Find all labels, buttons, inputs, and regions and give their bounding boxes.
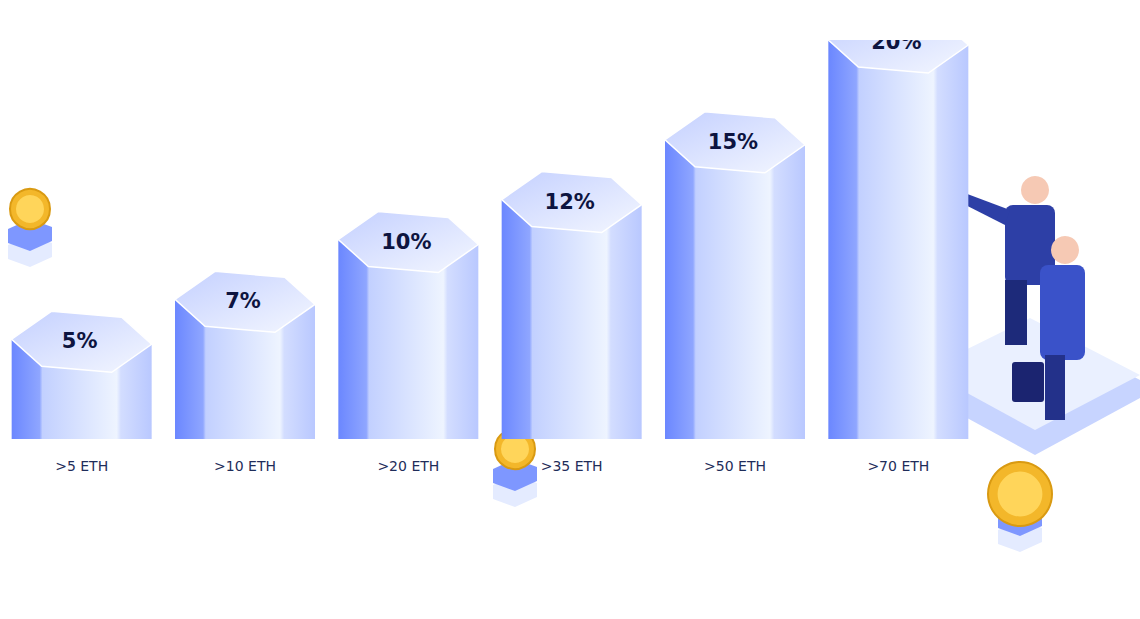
svg-text:12%: 12%: [545, 190, 595, 214]
svg-text:7%: 7%: [225, 289, 261, 313]
svg-text:>50 ETH: >50 ETH: [704, 458, 766, 474]
svg-text:>35 ETH: >35 ETH: [541, 458, 603, 474]
svg-text:>5 ETH: >5 ETH: [55, 458, 108, 474]
svg-text:>70 ETH: >70 ETH: [867, 458, 929, 474]
svg-text:10%: 10%: [381, 230, 431, 254]
svg-text:15%: 15%: [708, 130, 758, 154]
svg-text:20%: 20%: [871, 30, 921, 54]
svg-text:5%: 5%: [62, 329, 98, 353]
svg-text:>20 ETH: >20 ETH: [377, 458, 439, 474]
svg-text:>10 ETH: >10 ETH: [214, 458, 276, 474]
